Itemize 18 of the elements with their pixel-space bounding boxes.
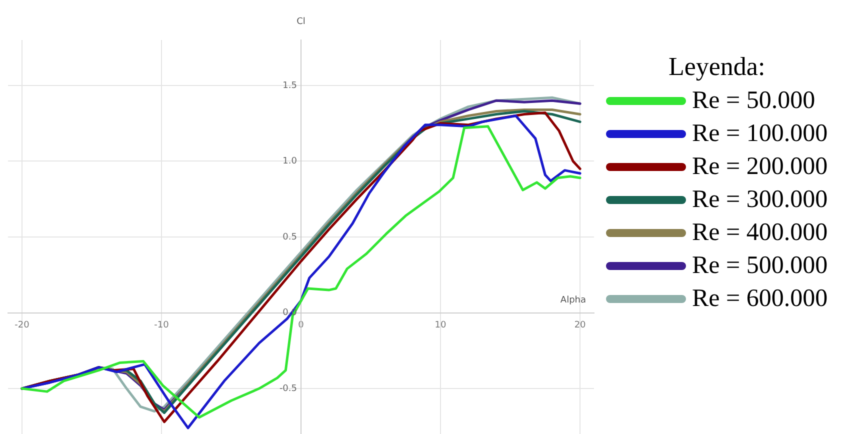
legend-title: Leyenda:: [667, 52, 766, 82]
legend-label: Re = 200.000: [692, 152, 828, 182]
legend-label: Re = 400.000: [692, 218, 828, 248]
y-tick-label: 0.5: [282, 232, 297, 242]
x-tick-label: 20: [574, 320, 586, 331]
y-tick-label: 1.5: [282, 80, 297, 91]
y-tick-label: -0.5: [279, 384, 297, 394]
legend-label: Re = 500.000: [692, 251, 828, 281]
y-tick-label: 1.0: [282, 156, 298, 167]
legend-label: Re = 300.000: [692, 185, 828, 215]
x-axis-title: Alpha: [560, 296, 586, 306]
legend-label: Re = 50.000: [692, 86, 816, 116]
x-tick-label: -10: [154, 320, 170, 331]
y-axis-title: Cl: [296, 16, 306, 27]
legend-label: Re = 600.000: [692, 284, 828, 314]
legend-label: Re = 100.000: [692, 119, 828, 149]
x-tick-label: 10: [434, 320, 447, 331]
x-tick-label: -20: [14, 320, 30, 331]
